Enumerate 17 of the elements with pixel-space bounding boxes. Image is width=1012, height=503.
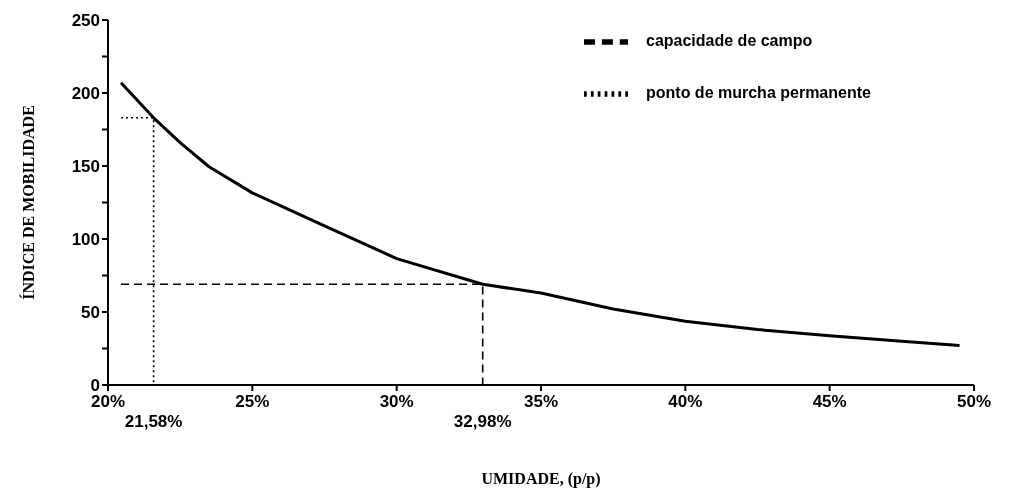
- y-tick-label: 100: [71, 230, 100, 250]
- legend-label: capacidade de campo: [646, 31, 813, 49]
- x-axis-title: UMIDADE, (p/p): [481, 470, 601, 489]
- y-axis-title: ÍNDICE DE MOBILIDADE: [18, 105, 37, 300]
- legend-label: ponto de murcha permanente: [646, 83, 871, 101]
- y-tick-label: 50: [81, 303, 100, 323]
- annotation: 21,58%: [124, 412, 183, 432]
- x-tick-label: 25%: [235, 392, 270, 412]
- x-tick-label: 40%: [668, 392, 703, 412]
- y-tick-label: 250: [71, 11, 100, 31]
- x-tick-label: 50%: [956, 392, 992, 412]
- y-tick-label: 200: [71, 84, 100, 104]
- annotation: 32,98%: [453, 412, 512, 432]
- x-tick-label: 45%: [812, 392, 847, 412]
- y-tick-label: 150: [71, 157, 100, 177]
- x-tick-label: 30%: [379, 392, 414, 412]
- x-tick-label: 35%: [523, 392, 559, 412]
